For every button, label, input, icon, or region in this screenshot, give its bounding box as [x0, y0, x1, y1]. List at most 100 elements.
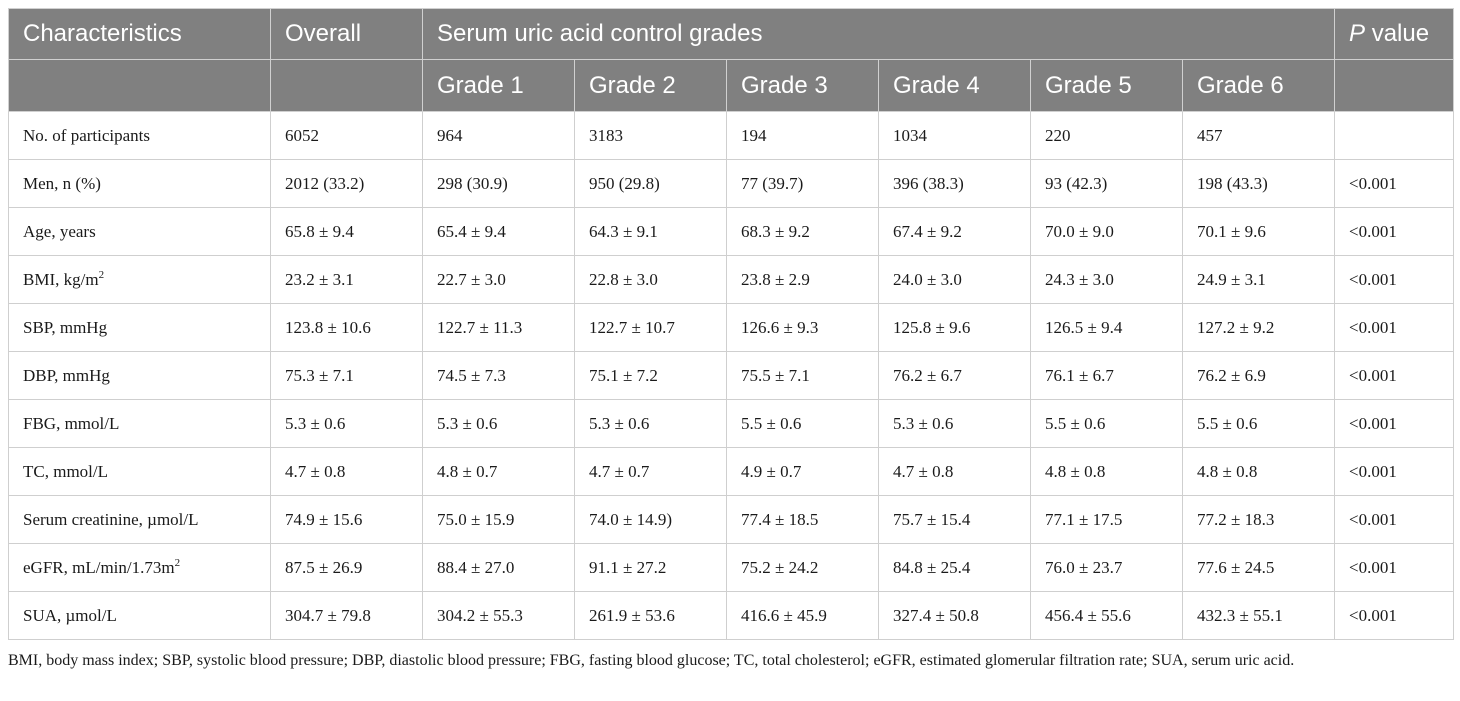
cell-grade-4: 84.8 ± 25.4 — [878, 543, 1031, 592]
cell-grade-6: 76.2 ± 6.9 — [1181, 351, 1336, 400]
cell-grade-3: 68.3 ± 9.2 — [726, 207, 879, 256]
header-overall: Overall — [270, 8, 423, 60]
cell-grade-4: 5.3 ± 0.6 — [878, 399, 1031, 448]
cell-grade-3: 5.5 ± 0.6 — [726, 399, 879, 448]
cell-p-value: <0.001 — [1334, 303, 1455, 352]
header-row-1: Characteristics Overall Serum uric acid … — [8, 8, 1455, 60]
cell-grade-2: 64.3 ± 9.1 — [574, 207, 727, 256]
cell-grade-2: 122.7 ± 10.7 — [574, 303, 727, 352]
row-label-text: TC, mmol/L — [23, 461, 108, 481]
cell-grade-1: 65.4 ± 9.4 — [422, 207, 575, 256]
table-row: SBP, mmHg 123.8 ± 10.6 122.7 ± 11.3 122.7 ±… — [8, 303, 1455, 352]
cell-p-value: <0.001 — [1334, 159, 1455, 208]
cell-grade-3: 77 (39.7) — [726, 159, 879, 208]
row-label: BMI, kg/m2 — [8, 255, 271, 304]
header-p-italic: P — [1349, 20, 1366, 47]
header-empty-characteristics — [8, 59, 271, 112]
cell-overall: 23.2 ± 3.1 — [270, 255, 423, 304]
table-row: BMI, kg/m2 23.2 ± 3.1 22.7 ± 3.0 22.8 ± 3.0… — [8, 255, 1455, 304]
cell-grade-1: 74.5 ± 7.3 — [422, 351, 575, 400]
header-grade-4: Grade 4 — [878, 59, 1031, 112]
row-label-text: No. of participants — [23, 125, 150, 145]
cell-grade-4: 75.7 ± 15.4 — [878, 495, 1031, 544]
baseline-characteristics-table: Characteristics Overall Serum uric acid … — [8, 8, 1455, 640]
cell-grade-2: 22.8 ± 3.0 — [574, 255, 727, 304]
table-header: Characteristics Overall Serum uric acid … — [8, 8, 1455, 112]
table-body: No. of participants 6052 964 3183 194 1034 220… — [8, 111, 1455, 640]
row-label: Serum creatinine, µmol/L — [8, 495, 271, 544]
row-label-text: FBG, mmol/L — [23, 413, 120, 433]
cell-grade-1: 304.2 ± 55.3 — [422, 591, 575, 640]
cell-grade-5: 93 (42.3) — [1030, 159, 1183, 208]
cell-grade-2: 74.0 ± 14.9) — [574, 495, 727, 544]
cell-overall: 75.3 ± 7.1 — [270, 351, 423, 400]
table-row: Men, n (%) 2012 (33.2) 298 (30.9) 950 (29.8… — [8, 159, 1455, 208]
header-grade-3: Grade 3 — [726, 59, 879, 112]
cell-overall: 65.8 ± 9.4 — [270, 207, 423, 256]
cell-grade-4: 327.4 ± 50.8 — [878, 591, 1031, 640]
cell-grade-6: 4.8 ± 0.8 — [1181, 447, 1336, 496]
row-label-superscript: 2 — [98, 268, 105, 281]
cell-p-value: <0.001 — [1334, 255, 1455, 304]
cell-overall: 5.3 ± 0.6 — [270, 399, 423, 448]
cell-grade-2: 75.1 ± 7.2 — [574, 351, 727, 400]
row-label-superscript: 2 — [174, 556, 181, 569]
cell-grade-5: 220 — [1030, 111, 1183, 160]
table-row: DBP, mmHg 75.3 ± 7.1 74.5 ± 7.3 75.1 ± 7.2 7… — [8, 351, 1455, 400]
cell-grade-3: 75.2 ± 24.2 — [726, 543, 879, 592]
cell-overall: 4.7 ± 0.8 — [270, 447, 423, 496]
row-label: No. of participants — [8, 111, 271, 160]
cell-grade-3: 126.6 ± 9.3 — [726, 303, 879, 352]
row-label-text: SUA, µmol/L — [23, 605, 117, 625]
header-grades-group: Serum uric acid control grades — [421, 8, 1336, 60]
cell-grade-3: 77.4 ± 18.5 — [726, 495, 879, 544]
cell-grade-3: 75.5 ± 7.1 — [726, 351, 879, 400]
cell-p-value: <0.001 — [1334, 543, 1455, 592]
cell-p-value: <0.001 — [1334, 351, 1455, 400]
row-label: TC, mmol/L — [8, 447, 271, 496]
cell-grade-4: 125.8 ± 9.6 — [878, 303, 1031, 352]
cell-grade-5: 76.1 ± 6.7 — [1030, 351, 1183, 400]
table-row: eGFR, mL/min/1.73m2 87.5 ± 26.9 88.4 ± 27.… — [8, 543, 1455, 592]
cell-grade-1: 88.4 ± 27.0 — [422, 543, 575, 592]
row-label: SUA, µmol/L — [8, 591, 271, 640]
cell-overall: 123.8 ± 10.6 — [270, 303, 423, 352]
cell-grade-6: 77.6 ± 24.5 — [1181, 543, 1336, 592]
cell-grade-5: 5.5 ± 0.6 — [1030, 399, 1183, 448]
cell-grade-4: 76.2 ± 6.7 — [878, 351, 1031, 400]
table-footnote: BMI, body mass index; SBP, systolic bloo… — [8, 652, 1295, 669]
cell-grade-6: 127.2 ± 9.2 — [1181, 303, 1336, 352]
header-grade-2: Grade 2 — [574, 59, 727, 112]
cell-grade-3: 194 — [726, 111, 879, 160]
cell-p-value: <0.001 — [1334, 207, 1455, 256]
cell-grade-6: 432.3 ± 55.1 — [1181, 591, 1336, 640]
cell-grade-5: 456.4 ± 55.6 — [1030, 591, 1183, 640]
cell-overall: 74.9 ± 15.6 — [270, 495, 423, 544]
cell-grade-6: 70.1 ± 9.6 — [1181, 207, 1336, 256]
cell-p-value: <0.001 — [1334, 447, 1455, 496]
cell-grade-4: 24.0 ± 3.0 — [878, 255, 1031, 304]
table-row: Age, years 65.8 ± 9.4 65.4 ± 9.4 64.3 ± 9.1… — [8, 207, 1455, 256]
cell-grade-6: 198 (43.3) — [1181, 159, 1336, 208]
cell-grade-6: 24.9 ± 3.1 — [1181, 255, 1336, 304]
table-row: TC, mmol/L 4.7 ± 0.8 4.8 ± 0.7 4.7 ± 0.7 4.9… — [8, 447, 1455, 496]
cell-grade-2: 3183 — [574, 111, 727, 160]
cell-grade-5: 24.3 ± 3.0 — [1030, 255, 1183, 304]
row-label: Age, years — [8, 207, 271, 256]
table-row: Serum creatinine, µmol/L 74.9 ± 15.6 75.0 … — [8, 495, 1455, 544]
cell-overall: 2012 (33.2) — [270, 159, 423, 208]
header-characteristics: Characteristics — [8, 8, 271, 60]
row-label-text: DBP, mmHg — [23, 365, 110, 385]
table-row: FBG, mmol/L 5.3 ± 0.6 5.3 ± 0.6 5.3 ± 0.6 5.… — [8, 399, 1455, 448]
cell-grade-5: 70.0 ± 9.0 — [1030, 207, 1183, 256]
cell-grade-4: 1034 — [878, 111, 1031, 160]
cell-overall: 6052 — [270, 111, 423, 160]
cell-grade-1: 4.8 ± 0.7 — [422, 447, 575, 496]
cell-grade-4: 396 (38.3) — [878, 159, 1031, 208]
header-grade-6: Grade 6 — [1181, 59, 1336, 112]
cell-grade-6: 77.2 ± 18.3 — [1181, 495, 1336, 544]
row-label-text: Age, years — [23, 221, 96, 241]
table-row: No. of participants 6052 964 3183 194 1034 220… — [8, 111, 1455, 160]
cell-grade-5: 126.5 ± 9.4 — [1030, 303, 1183, 352]
cell-grade-2: 950 (29.8) — [574, 159, 727, 208]
